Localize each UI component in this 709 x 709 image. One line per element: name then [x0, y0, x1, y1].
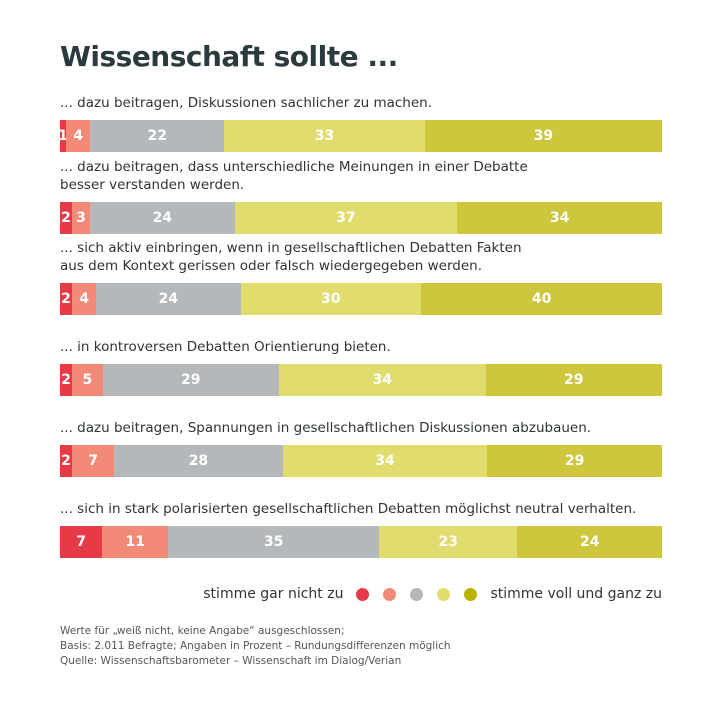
- stacked-bar: 2 3 24 37 34: [60, 202, 662, 234]
- footnotes: Werte für „weiß nicht, keine Angabe“ aus…: [60, 624, 451, 669]
- bar-segment: 1: [60, 120, 67, 152]
- bar-segment: 29: [102, 364, 279, 396]
- category-label: ... dazu beitragen, Spannungen in gesell…: [60, 419, 660, 437]
- data-label: 24: [152, 210, 173, 226]
- bar-segment: 24: [517, 526, 662, 558]
- bar-segment: 29: [487, 445, 662, 477]
- bar-segment: 4: [72, 283, 97, 315]
- bar-segment: 39: [424, 120, 662, 152]
- footnote-3: Quelle: Wissenschaftsbarometer – Wissens…: [60, 655, 402, 667]
- data-label: 5: [82, 372, 93, 388]
- data-label: 4: [73, 128, 84, 144]
- data-label: 35: [263, 534, 284, 550]
- bar-segment: 37: [234, 202, 458, 234]
- category-label: ... dazu beitragen, Diskussionen sachlic…: [60, 94, 660, 112]
- bar-segment: 40: [421, 283, 662, 315]
- category-label: ... sich aktiv einbringen, wenn in gesel…: [60, 239, 660, 275]
- data-label: 2: [61, 453, 71, 469]
- data-label: 2: [61, 210, 71, 226]
- bar-segment: 2: [60, 445, 73, 477]
- category-label-line: ... in kontroversen Debatten Orientierun…: [60, 339, 391, 355]
- bar-segment: 11: [102, 526, 169, 558]
- category-label-line: ... dazu beitragen, Spannungen in gesell…: [60, 420, 592, 436]
- bar-segment: 4: [66, 120, 91, 152]
- legend: stimme gar nicht zu stimme voll und ganz…: [203, 586, 662, 602]
- legend-dot: [410, 587, 424, 601]
- bar-segment: 24: [90, 202, 235, 234]
- bar-segment: 2: [60, 283, 73, 315]
- data-label: 2: [61, 372, 71, 388]
- bar-segment: 28: [114, 445, 283, 477]
- legend-right-label: stimme voll und ganz zu: [490, 586, 662, 602]
- data-label: 33: [314, 128, 335, 144]
- bar-segment: 7: [60, 526, 103, 558]
- data-label: 30: [321, 291, 341, 307]
- data-label: 39: [533, 128, 554, 144]
- data-label: 34: [549, 210, 570, 226]
- bar-segment: 34: [457, 202, 662, 234]
- bar-segment: 33: [224, 120, 425, 152]
- data-label: 24: [579, 534, 600, 550]
- data-label: 1: [60, 128, 67, 144]
- bar-segment: 34: [278, 364, 486, 396]
- category-label-line: ... dazu beitragen, dass unterschiedlich…: [60, 159, 528, 175]
- data-label: 34: [372, 372, 392, 388]
- bar-segment: 35: [168, 526, 380, 558]
- stacked-bar: 2 5 29 34 29: [60, 364, 662, 396]
- bar-segment: 5: [72, 364, 103, 396]
- bar-segment: 2: [60, 202, 73, 234]
- data-label: 29: [564, 453, 585, 469]
- legend-dot: [437, 587, 451, 601]
- stacked-bar: 1 4 22 33 39: [60, 120, 662, 152]
- category-label-line: aus dem Kontext gerissen oder falsch wie…: [60, 258, 482, 274]
- data-label: 23: [438, 534, 458, 550]
- category-label: ... in kontroversen Debatten Orientierun…: [60, 338, 660, 356]
- footnote-1: Werte für „weiß nicht, keine Angabe“ aus…: [60, 625, 345, 637]
- category-label-line: besser verstanden werden.: [60, 177, 245, 193]
- category-label-line: ... dazu beitragen, Diskussionen sachlic…: [60, 95, 433, 111]
- data-label: 40: [531, 291, 552, 307]
- bar-segment: 2: [60, 364, 73, 396]
- category-label-line: ... sich in stark polarisierten gesellsc…: [60, 501, 637, 517]
- category-label: ... sich in stark polarisierten gesellsc…: [60, 500, 660, 518]
- data-label: 11: [125, 534, 145, 550]
- legend-left-label: stimme gar nicht zu: [203, 586, 344, 602]
- data-label: 7: [88, 453, 98, 469]
- data-label: 2: [61, 291, 71, 307]
- data-label: 29: [564, 372, 584, 388]
- data-label: 7: [76, 534, 86, 550]
- bar-segment: 22: [90, 120, 225, 152]
- bar-segment: 24: [96, 283, 241, 315]
- stacked-bar: 2 7 28 34 29: [60, 445, 662, 477]
- legend-dot: [464, 587, 478, 601]
- bar-segment: 23: [379, 526, 518, 558]
- data-label: 29: [180, 372, 201, 388]
- legend-dot: [356, 587, 370, 601]
- data-label: 4: [79, 291, 89, 307]
- chart-title: Wissenschaft sollte ...: [60, 40, 398, 73]
- bar-segment: 30: [240, 283, 422, 315]
- data-label: 37: [336, 210, 356, 226]
- data-label: 34: [375, 453, 395, 469]
- bar-segment: 34: [282, 445, 488, 477]
- data-label: 28: [188, 453, 209, 469]
- data-label: 3: [76, 210, 86, 226]
- bar-segment: 7: [72, 445, 115, 477]
- legend-dot: [383, 587, 397, 601]
- bar-segment: 3: [72, 202, 91, 234]
- data-label: 24: [158, 291, 179, 307]
- bar-segment: 29: [485, 364, 662, 396]
- category-label-line: ... sich aktiv einbringen, wenn in gesel…: [60, 240, 522, 256]
- stacked-bar: 7 11 35 23 24: [60, 526, 662, 558]
- data-label: 22: [147, 128, 168, 144]
- category-label: ... dazu beitragen, dass unterschiedlich…: [60, 158, 660, 194]
- footnote-2: Basis: 2.011 Befragte; Angaben in Prozen…: [60, 640, 451, 652]
- stacked-bar: 2 4 24 30 40: [60, 283, 662, 315]
